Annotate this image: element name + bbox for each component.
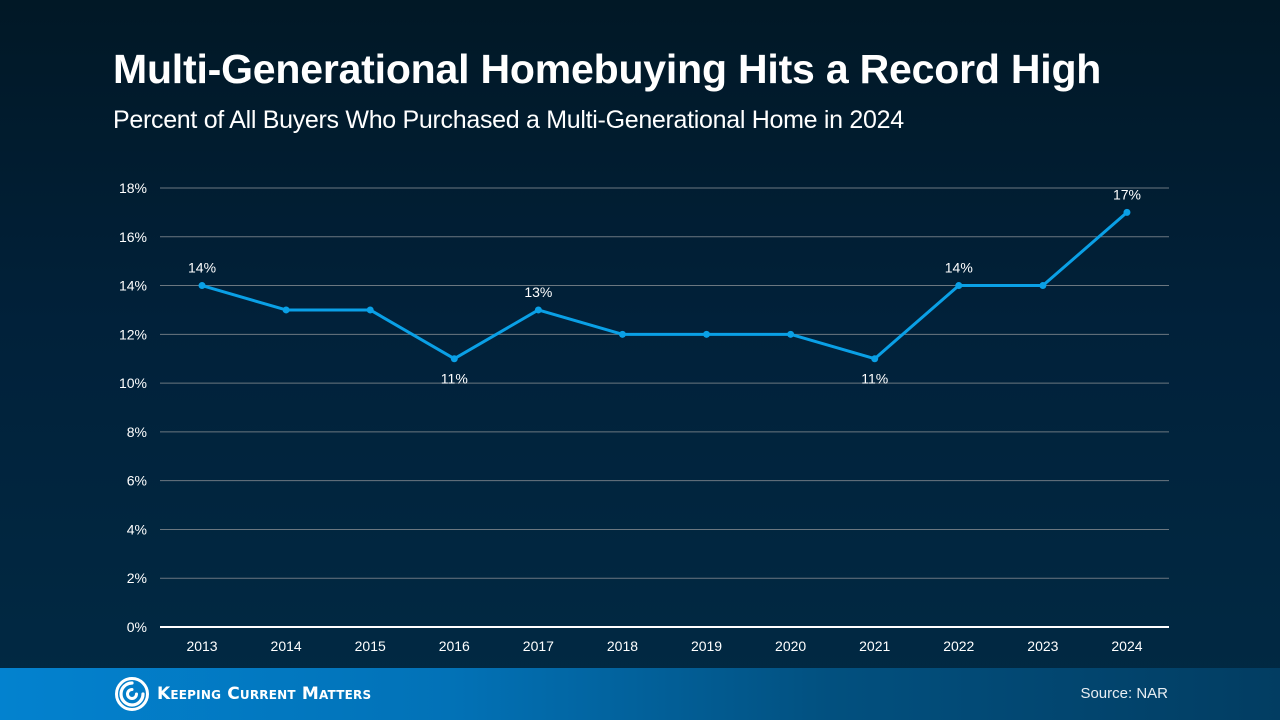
data-label: 14% — [945, 260, 973, 276]
data-point — [534, 306, 542, 314]
data-point — [787, 330, 795, 338]
data-label: 11% — [441, 371, 468, 387]
kcm-logo: Keeping Current Matters — [115, 677, 371, 711]
chart-subtitle: Percent of All Buyers Who Purchased a Mu… — [113, 106, 904, 134]
footer-bar: Keeping Current Matters Source: NAR — [0, 668, 1280, 720]
data-points — [198, 208, 1131, 363]
y-tick-label: 2% — [127, 570, 147, 586]
swirl-logo-icon — [115, 677, 149, 711]
x-axis-ticks: 2013 2014 2015 2016 2017 2018 2019 2020 2021 2022… — [186, 638, 1142, 654]
data-point — [450, 355, 458, 363]
y-tick-label: 0% — [127, 619, 147, 635]
x-tick-label: 2019 — [691, 638, 722, 654]
y-tick-label: 14% — [119, 278, 147, 294]
x-tick-label: 2013 — [186, 638, 217, 654]
y-tick-label: 4% — [127, 521, 147, 537]
x-tick-label: 2018 — [607, 638, 638, 654]
x-tick-label: 2023 — [1027, 638, 1058, 654]
x-tick-label: 2014 — [271, 638, 302, 654]
chart-title: Multi-Generational Homebuying Hits a Rec… — [113, 46, 1102, 92]
logo-text: Keeping Current Matters — [157, 684, 372, 704]
x-tick-label: 2017 — [523, 638, 554, 654]
data-labels: 14% 11% 13% 11% 14% 17% — [188, 186, 1141, 386]
data-label: 14% — [188, 260, 216, 276]
data-point — [282, 306, 290, 314]
x-tick-label: 2016 — [439, 638, 470, 654]
source-note: Source: NAR — [1080, 685, 1168, 702]
y-tick-label: 6% — [127, 473, 147, 489]
data-point — [1039, 282, 1047, 290]
x-tick-label: 2022 — [943, 638, 974, 654]
x-tick-label: 2024 — [1111, 638, 1142, 654]
line-chart: 0%2%4%6%8%10%12%14%16%18% 2013 2014 2015 20… — [119, 180, 1169, 654]
y-axis-ticks: 0% 2% 4% 6% 8% 10% 12% 14% 16% 18% — [119, 180, 147, 635]
x-tick-label: 2020 — [775, 638, 806, 654]
y-tick-label: 12% — [119, 326, 147, 342]
y-tick-label: 10% — [119, 375, 147, 391]
data-point — [955, 282, 963, 290]
y-tick-label: 18% — [119, 180, 147, 196]
data-label: 11% — [861, 371, 888, 387]
data-label: 17% — [1113, 186, 1141, 202]
data-point — [366, 306, 374, 314]
gridlines — [160, 187, 1169, 628]
series-line-path — [201, 211, 1128, 361]
x-tick-label: 2021 — [859, 638, 890, 654]
data-point — [871, 355, 879, 363]
series-line — [201, 211, 1128, 361]
data-point — [1123, 208, 1131, 216]
x-tick-label: 2015 — [355, 638, 386, 654]
data-label: 13% — [524, 284, 552, 300]
data-point — [198, 282, 206, 290]
data-point — [703, 330, 711, 338]
y-tick-label: 8% — [127, 424, 147, 440]
y-tick-label: 16% — [119, 229, 147, 245]
data-point — [618, 330, 626, 338]
